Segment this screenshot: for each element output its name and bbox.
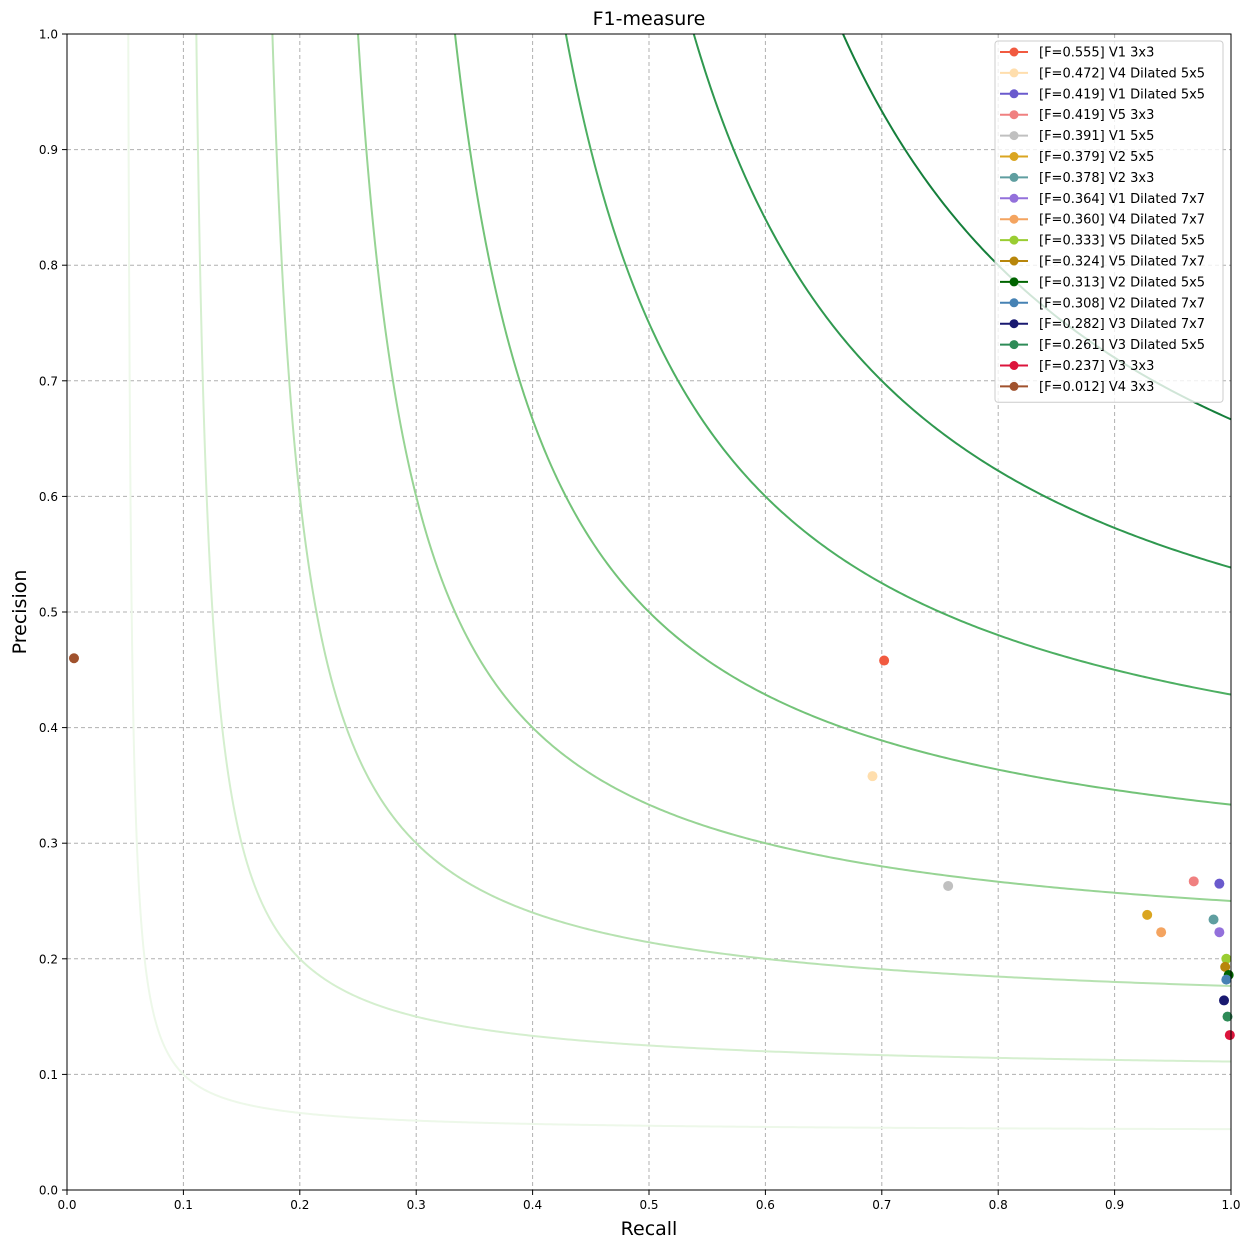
- x-tick-label: 0.6: [756, 1198, 775, 1212]
- y-tick-label: 0.6: [39, 490, 58, 504]
- legend-swatch-marker: [1009, 193, 1019, 203]
- data-point: [1156, 927, 1167, 938]
- legend-label: [F=0.360] V4 Dilated 7x7: [1039, 213, 1205, 228]
- legend-swatch-marker: [1009, 172, 1019, 182]
- data-point: [68, 653, 79, 664]
- x-tick-label: 0.5: [639, 1198, 658, 1212]
- data-point: [1224, 1030, 1235, 1041]
- legend-label: [F=0.472] V4 Dilated 5x5: [1039, 66, 1205, 81]
- legend-swatch-marker: [1009, 298, 1019, 308]
- x-tick-label: 0.8: [989, 1198, 1008, 1212]
- iso-f1-curve: [692, 34, 1231, 569]
- data-point: [1208, 914, 1219, 925]
- axis-ticks: 0.0 0.1 0.2 0.3 0.4 0.5 0.6 0.7 0.8 0.9 1.0 0.0 0.1 0…: [39, 28, 1241, 1213]
- iso-f1-curve: [127, 34, 1231, 1131]
- iso-f1-curve: [564, 34, 1231, 696]
- y-tick-label: 0.5: [39, 606, 58, 620]
- legend-swatch-marker: [1009, 381, 1019, 391]
- legend-box: [994, 40, 1224, 403]
- legend-swatch-marker: [1009, 277, 1019, 287]
- data-point: [879, 655, 890, 666]
- y-tick-label: 0.4: [39, 721, 58, 735]
- iso-f1-curve: [453, 34, 1231, 806]
- legend-label: [F=0.419] V5 3x3: [1039, 108, 1154, 123]
- y-axis-label: Precision: [9, 570, 31, 655]
- legend-label: [F=0.378] V2 3x3: [1039, 171, 1154, 186]
- data-point: [1221, 953, 1232, 964]
- x-axis-label: Recall: [621, 1218, 678, 1240]
- y-tick-label: 1.0: [39, 28, 58, 42]
- legend: [F=0.555] V1 3x3 [F=0.472] V4 Dilated 5x5…: [994, 40, 1224, 403]
- y-tick-label: 0.7: [39, 374, 58, 388]
- iso-f1-curve: [195, 34, 1231, 1063]
- legend-swatch-marker: [1009, 256, 1019, 266]
- legend-label: [F=0.324] V5 Dilated 7x7: [1039, 255, 1205, 270]
- legend-swatch-marker: [1009, 214, 1019, 224]
- y-tick-label: 0.1: [39, 1068, 58, 1082]
- x-tick-label: 1.0: [1221, 1198, 1240, 1212]
- data-point: [1220, 961, 1231, 972]
- data-point: [1221, 974, 1232, 985]
- legend-label: [F=0.333] V5 Dilated 5x5: [1039, 234, 1205, 249]
- x-tick-label: 0.9: [1105, 1198, 1124, 1212]
- data-point: [1214, 878, 1225, 889]
- chart-title: F1-measure: [593, 8, 706, 30]
- legend-label: [F=0.555] V1 3x3: [1039, 46, 1154, 61]
- legend-label: [F=0.261] V3 Dilated 5x5: [1039, 338, 1205, 353]
- data-point: [943, 880, 954, 891]
- data-point: [1188, 876, 1199, 887]
- legend-swatch-marker: [1009, 68, 1019, 78]
- legend-label: [F=0.419] V1 Dilated 5x5: [1039, 87, 1205, 102]
- legend-label: [F=0.313] V2 Dilated 5x5: [1039, 275, 1205, 290]
- legend-swatch-marker: [1009, 110, 1019, 120]
- legend-label: [F=0.364] V1 Dilated 7x7: [1039, 192, 1205, 207]
- data-point: [1219, 995, 1230, 1006]
- x-tick-label: 0.3: [407, 1198, 426, 1212]
- x-tick-label: 0.7: [872, 1198, 891, 1212]
- legend-label: [F=0.308] V2 Dilated 7x7: [1039, 296, 1205, 311]
- iso-f1-curve: [357, 34, 1231, 902]
- legend-swatch-marker: [1009, 89, 1019, 99]
- y-tick-label: 0.9: [39, 143, 58, 157]
- x-tick-label: 0.0: [57, 1198, 76, 1212]
- iso-f1-curve: [271, 34, 1231, 987]
- legend-swatch-marker: [1009, 152, 1019, 161]
- x-tick-label: 0.2: [290, 1198, 309, 1212]
- legend-swatch-marker: [1009, 235, 1019, 245]
- y-tick-label: 0.2: [39, 952, 58, 966]
- data-point: [1222, 1011, 1233, 1022]
- data-point: [1142, 909, 1153, 920]
- legend-label: [F=0.237] V3 3x3: [1039, 359, 1154, 374]
- data-point: [1214, 927, 1225, 938]
- x-tick-label: 0.1: [174, 1198, 193, 1212]
- legend-swatch-marker: [1009, 47, 1019, 57]
- legend-swatch-marker: [1009, 131, 1019, 141]
- y-tick-label: 0.8: [39, 259, 58, 273]
- legend-swatch-marker: [1009, 319, 1019, 329]
- data-points: [68, 653, 1235, 1041]
- legend-label: [F=0.282] V3 Dilated 7x7: [1039, 317, 1205, 332]
- y-tick-label: 0.0: [39, 1184, 58, 1198]
- legend-label: [F=0.012] V4 3x3: [1039, 380, 1154, 395]
- legend-swatch-marker: [1009, 361, 1019, 370]
- legend-swatch-marker: [1009, 340, 1019, 350]
- y-tick-label: 0.3: [39, 837, 58, 851]
- x-tick-label: 0.4: [523, 1198, 542, 1212]
- data-point: [867, 771, 878, 782]
- legend-label: [F=0.379] V2 5x5: [1039, 150, 1154, 165]
- legend-label: [F=0.391] V1 5x5: [1039, 129, 1154, 144]
